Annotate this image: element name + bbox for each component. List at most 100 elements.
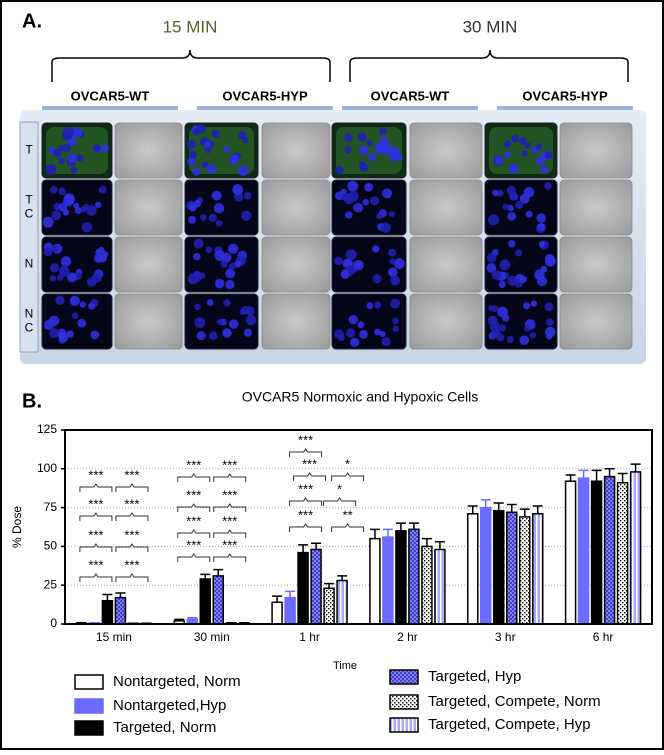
nucleus xyxy=(197,331,206,340)
y-tick-label: 75 xyxy=(44,500,58,514)
bar xyxy=(520,517,530,624)
nucleus xyxy=(44,247,53,256)
y-tick-label: 0 xyxy=(50,616,57,630)
brightfield-image xyxy=(560,123,632,178)
brightfield-image xyxy=(115,123,182,178)
brightfield-image xyxy=(262,180,330,235)
nucleus xyxy=(509,164,519,174)
nucleus xyxy=(536,144,542,150)
nucleus xyxy=(379,127,387,135)
nucleus xyxy=(524,187,535,198)
bar xyxy=(102,601,112,624)
bar xyxy=(618,483,628,624)
nucleus xyxy=(205,246,212,253)
nucleus xyxy=(507,276,517,286)
nucleus xyxy=(341,270,349,278)
nucleus xyxy=(95,202,101,208)
nucleus xyxy=(540,166,548,174)
nucleus xyxy=(73,203,79,209)
nucleus xyxy=(192,167,200,175)
nucleus xyxy=(353,260,364,271)
nucleus xyxy=(372,274,381,283)
legend-swatch xyxy=(75,721,103,735)
nucleus xyxy=(194,317,205,328)
nucleus xyxy=(229,319,238,328)
bar xyxy=(337,581,347,624)
x-axis-label: Time xyxy=(333,660,357,672)
significance-label: *** xyxy=(298,481,313,496)
nucleus xyxy=(209,214,217,222)
nucleus xyxy=(57,274,64,281)
nucleus xyxy=(392,318,399,325)
bar xyxy=(481,508,491,624)
nucleus xyxy=(72,127,82,137)
nucleus xyxy=(52,245,59,252)
nucleus xyxy=(189,203,197,211)
significance-label: *** xyxy=(302,456,317,471)
brightfield-image xyxy=(410,180,482,235)
nucleus xyxy=(63,127,74,138)
bar xyxy=(115,598,125,624)
nucleus xyxy=(58,158,65,165)
significance-label: *** xyxy=(222,537,237,552)
nucleus xyxy=(189,151,197,159)
nucleus xyxy=(188,216,196,224)
nucleus xyxy=(244,329,252,337)
nucleus xyxy=(382,337,391,346)
bar xyxy=(494,511,504,624)
legend-swatch xyxy=(390,695,418,709)
bar xyxy=(566,481,576,624)
nucleus xyxy=(520,276,527,283)
nucleus xyxy=(214,250,225,261)
bar xyxy=(605,477,615,624)
nucleus xyxy=(523,302,530,309)
significance-label: * xyxy=(337,481,342,496)
brightfield-image xyxy=(410,237,482,292)
nucleus xyxy=(372,245,379,252)
bar xyxy=(383,537,393,624)
nucleus xyxy=(55,296,64,305)
nucleus xyxy=(544,182,552,190)
nucleus xyxy=(67,154,76,163)
bar xyxy=(298,553,308,624)
nucleus xyxy=(216,220,223,227)
legend-label: Nontargeted, Norm xyxy=(113,673,241,690)
bar xyxy=(396,531,406,624)
nucleus xyxy=(353,203,363,213)
brightfield-image xyxy=(560,237,632,292)
nucleus xyxy=(241,211,251,221)
nucleus xyxy=(504,140,512,148)
nucleus xyxy=(64,193,75,204)
x-tick-label: 15 min xyxy=(96,630,132,644)
nucleus xyxy=(503,204,509,210)
bar xyxy=(370,539,380,624)
nucleus xyxy=(88,303,95,310)
nucleus xyxy=(193,128,200,135)
nucleus xyxy=(92,273,102,283)
column-header: OVCAR5-HYP xyxy=(522,88,608,103)
nucleus xyxy=(344,133,353,142)
nucleus xyxy=(238,165,249,176)
header-bar xyxy=(42,106,178,110)
nucleus xyxy=(76,154,83,161)
significance-label: *** xyxy=(124,467,139,482)
significance-label: * xyxy=(345,456,350,471)
nucleus xyxy=(487,253,496,262)
significance-label: *** xyxy=(222,513,237,528)
nucleus xyxy=(539,241,545,247)
nucleus xyxy=(217,319,223,325)
nucleus xyxy=(43,217,54,228)
nucleus xyxy=(67,330,74,337)
nucleus xyxy=(536,213,545,222)
nucleus xyxy=(238,131,246,139)
nucleus xyxy=(393,326,399,332)
nucleus xyxy=(205,147,211,153)
significance-label: *** xyxy=(88,557,103,572)
header-bar xyxy=(497,106,633,110)
nucleus xyxy=(50,186,58,194)
nucleus xyxy=(215,279,225,289)
legend-swatch xyxy=(75,699,103,713)
nucleus xyxy=(530,332,537,339)
nucleus xyxy=(389,258,395,264)
nucleus xyxy=(228,244,238,254)
